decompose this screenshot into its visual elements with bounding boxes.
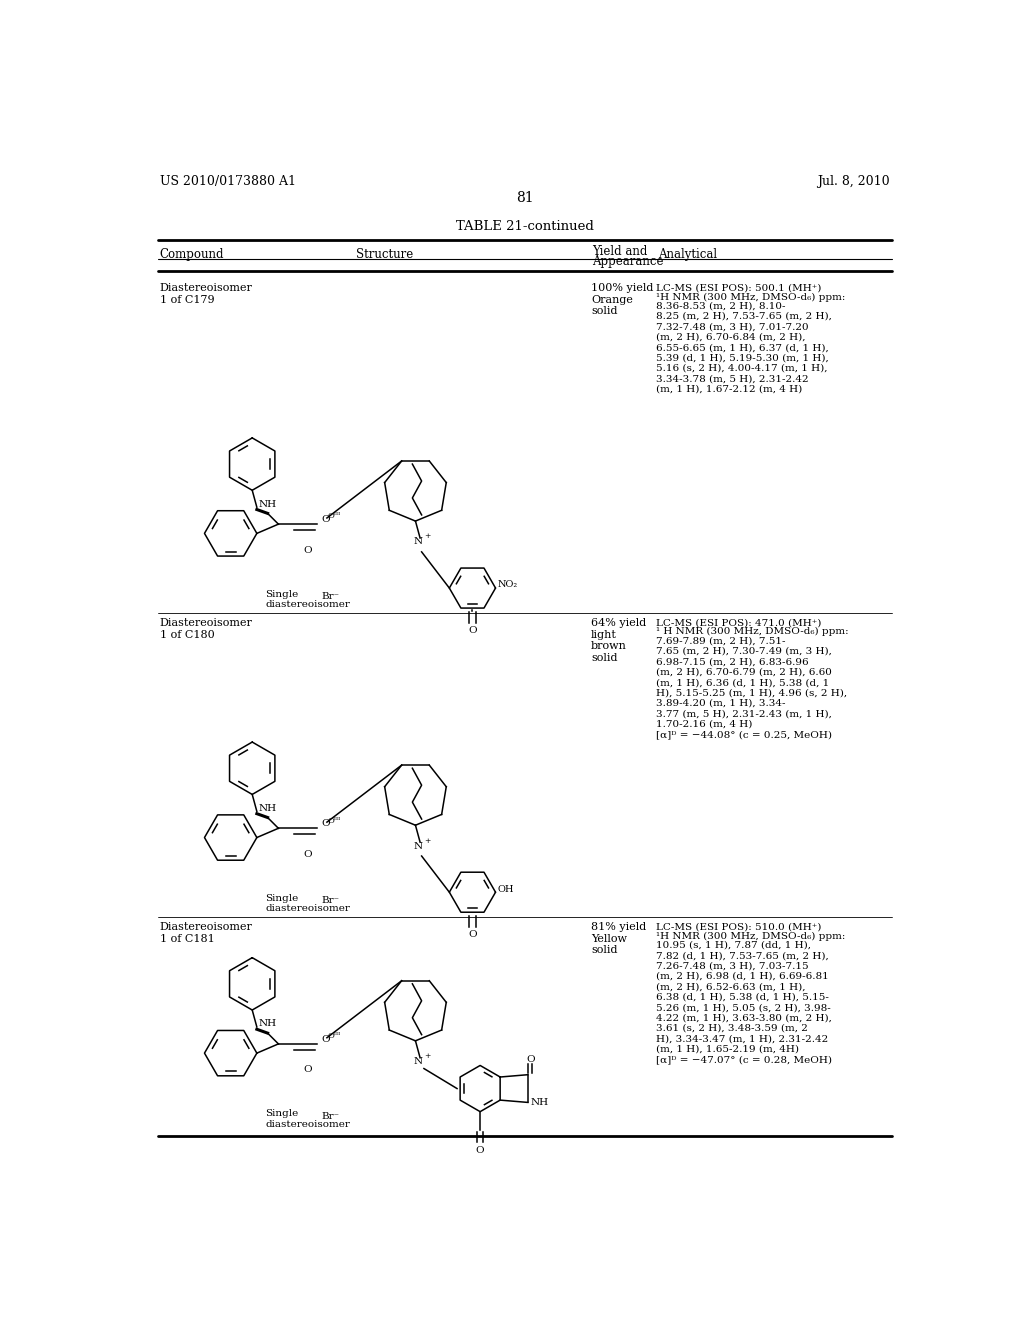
Text: Diastereoisomer
1 of C180: Diastereoisomer 1 of C180 — [160, 618, 253, 640]
Text: +: + — [424, 837, 430, 845]
Text: O: O — [303, 850, 312, 859]
Text: ¹H NMR (300 MHz, DMSO-d₆) ppm:: ¹H NMR (300 MHz, DMSO-d₆) ppm: — [656, 932, 846, 941]
Text: O: O — [322, 1035, 330, 1044]
Text: Oᴵᴵᴵ: Oᴵᴵᴵ — [328, 512, 341, 520]
Text: Diastereoisomer
1 of C179: Diastereoisomer 1 of C179 — [160, 284, 253, 305]
Text: 7.69-7.89 (m, 2 H), 7.51-
7.65 (m, 2 H), 7.30-7.49 (m, 3 H),
6.98-7.15 (m, 2 H),: 7.69-7.89 (m, 2 H), 7.51- 7.65 (m, 2 H),… — [656, 636, 848, 739]
Text: 10.95 (s, 1 H), 7.87 (dd, 1 H),
7.82 (d, 1 H), 7.53-7.65 (m, 2 H),
7.26-7.48 (m,: 10.95 (s, 1 H), 7.87 (dd, 1 H), 7.82 (d,… — [656, 941, 833, 1064]
Text: O: O — [322, 515, 330, 524]
Text: NO₂: NO₂ — [498, 581, 518, 590]
Text: 100% yield
Orange
solid: 100% yield Orange solid — [591, 284, 653, 317]
Text: O: O — [303, 545, 312, 554]
Text: LC-MS (ESI POS): 510.0 (MH⁺): LC-MS (ESI POS): 510.0 (MH⁺) — [656, 923, 822, 931]
Text: Single
diastereoisomer: Single diastereoisomer — [265, 894, 350, 913]
Text: 81% yield
Yellow
solid: 81% yield Yellow solid — [591, 923, 646, 956]
Text: 64% yield
light
brown
solid: 64% yield light brown solid — [591, 618, 646, 663]
Text: O: O — [468, 929, 477, 939]
Text: O: O — [476, 1146, 484, 1155]
Text: O: O — [468, 626, 477, 635]
Text: N: N — [414, 842, 422, 850]
Text: +: + — [424, 1052, 430, 1060]
Text: O: O — [322, 820, 330, 828]
Text: +: + — [424, 532, 430, 540]
Text: 81: 81 — [516, 191, 534, 205]
Text: NH: NH — [258, 500, 276, 508]
Text: NH: NH — [258, 1019, 276, 1028]
Text: NH: NH — [258, 804, 276, 813]
Text: Structure: Structure — [356, 248, 414, 261]
Text: Yield and: Yield and — [593, 244, 648, 257]
Text: LC-MS (ESI POS): 500.1 (MH⁺): LC-MS (ESI POS): 500.1 (MH⁺) — [656, 284, 822, 292]
Text: Br⁻: Br⁻ — [322, 1111, 340, 1121]
Text: Oᴵᴵᴵ: Oᴵᴵᴵ — [328, 1032, 341, 1040]
Text: Br⁻: Br⁻ — [322, 896, 340, 906]
Text: TABLE 21-continued: TABLE 21-continued — [456, 220, 594, 234]
Text: 8.36-8.53 (m, 2 H), 8.10-
8.25 (m, 2 H), 7.53-7.65 (m, 2 H),
7.32-7.48 (m, 3 H),: 8.36-8.53 (m, 2 H), 8.10- 8.25 (m, 2 H),… — [656, 302, 833, 393]
Text: Compound: Compound — [160, 248, 224, 261]
Text: N: N — [414, 537, 422, 546]
Text: O: O — [303, 1065, 312, 1074]
Text: N: N — [414, 1057, 422, 1067]
Text: Single
diastereoisomer: Single diastereoisomer — [265, 590, 350, 609]
Text: ¹H NMR (300 MHz, DMSO-d₆) ppm:: ¹H NMR (300 MHz, DMSO-d₆) ppm: — [656, 293, 846, 301]
Text: O: O — [526, 1055, 536, 1064]
Text: LC-MS (ESI POS): 471.0 (MH⁺): LC-MS (ESI POS): 471.0 (MH⁺) — [656, 618, 822, 627]
Text: Single
diastereoisomer: Single diastereoisomer — [265, 1109, 350, 1129]
Text: Appearance: Appearance — [593, 255, 664, 268]
Text: US 2010/0173880 A1: US 2010/0173880 A1 — [160, 176, 296, 189]
Text: Diastereoisomer
1 of C181: Diastereoisomer 1 of C181 — [160, 923, 253, 944]
Text: OH: OH — [498, 884, 514, 894]
Text: ¹ H NMR (300 MHz, DMSO-d₆) ppm:: ¹ H NMR (300 MHz, DMSO-d₆) ppm: — [656, 627, 849, 636]
Text: NH: NH — [531, 1098, 549, 1107]
Text: Analytical: Analytical — [658, 248, 717, 261]
Text: Br⁻: Br⁻ — [322, 591, 340, 601]
Text: Jul. 8, 2010: Jul. 8, 2010 — [817, 176, 890, 189]
Text: Oᴵᴵᴵ: Oᴵᴵᴵ — [328, 817, 341, 825]
